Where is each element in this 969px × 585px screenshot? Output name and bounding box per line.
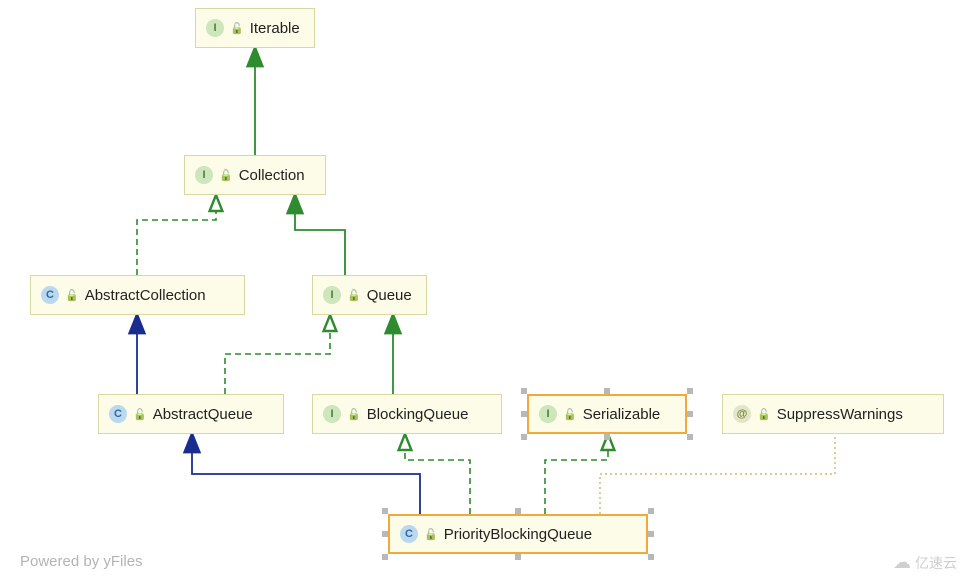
resize-handle[interactable]	[382, 554, 388, 560]
node-label: PriorityBlockingQueue	[444, 526, 592, 543]
node-collection[interactable]: I 🔓 Collection	[184, 155, 326, 195]
lock-icon: 🔓	[563, 408, 577, 421]
class-icon: C	[400, 525, 418, 543]
resize-handle[interactable]	[687, 411, 693, 417]
interface-icon: I	[195, 166, 213, 184]
node-label: AbstractQueue	[153, 406, 253, 423]
resize-handle[interactable]	[604, 434, 610, 440]
resize-handle[interactable]	[648, 554, 654, 560]
edge-queue-collection	[295, 195, 345, 275]
resize-handle[interactable]	[521, 434, 527, 440]
watermark-text: 亿速云	[915, 553, 957, 573]
powered-by-label: Powered by yFiles	[20, 553, 143, 570]
class-icon: C	[41, 286, 59, 304]
lock-icon: 🔓	[230, 22, 244, 35]
interface-icon: I	[206, 19, 224, 37]
node-queue[interactable]: I 🔓 Queue	[312, 275, 427, 315]
lock-icon: 🔓	[347, 408, 361, 421]
node-serializable[interactable]: I 🔓 Serializable	[527, 394, 687, 434]
node-abstractcollection[interactable]: C 🔓 AbstractCollection	[30, 275, 245, 315]
resize-handle[interactable]	[521, 411, 527, 417]
lock-icon: 🔓	[133, 408, 147, 421]
resize-handle[interactable]	[648, 531, 654, 537]
resize-handle[interactable]	[382, 508, 388, 514]
edge-abstractqueue-queue	[225, 315, 330, 394]
class-icon: C	[109, 405, 127, 423]
node-label: SuppressWarnings	[777, 406, 903, 423]
resize-handle[interactable]	[648, 508, 654, 514]
resize-handle[interactable]	[521, 388, 527, 394]
edge-abstractcollection-collection	[137, 195, 216, 275]
node-priorityblockingqueue[interactable]: C 🔓 PriorityBlockingQueue	[388, 514, 648, 554]
watermark: ☁ 亿速云	[893, 552, 957, 573]
annotation-icon: @	[733, 405, 751, 423]
interface-icon: I	[323, 286, 341, 304]
node-blockingqueue[interactable]: I 🔓 BlockingQueue	[312, 394, 502, 434]
cloud-icon: ☁	[893, 552, 911, 573]
node-label: BlockingQueue	[367, 406, 469, 423]
node-suppresswarnings[interactable]: @ 🔓 SuppressWarnings	[722, 394, 944, 434]
lock-icon: 🔓	[757, 408, 771, 421]
node-label: Queue	[367, 287, 412, 304]
node-label: Serializable	[583, 406, 661, 423]
resize-handle[interactable]	[687, 388, 693, 394]
node-iterable[interactable]: I 🔓 Iterable	[195, 8, 315, 48]
lock-icon: 🔓	[347, 289, 361, 302]
node-label: AbstractCollection	[85, 287, 206, 304]
lock-icon: 🔓	[65, 289, 79, 302]
resize-handle[interactable]	[515, 508, 521, 514]
resize-handle[interactable]	[515, 554, 521, 560]
node-label: Iterable	[250, 20, 300, 37]
edge-priorityblockingqueue-suppresswarnings	[600, 434, 835, 514]
lock-icon: 🔓	[424, 528, 438, 541]
interface-icon: I	[323, 405, 341, 423]
resize-handle[interactable]	[604, 388, 610, 394]
interface-icon: I	[539, 405, 557, 423]
class-diagram: I 🔓 Iterable I 🔓 Collection C 🔓 AbstractCollecti…	[0, 0, 969, 585]
node-abstractqueue[interactable]: C 🔓 AbstractQueue	[98, 394, 284, 434]
lock-icon: 🔓	[219, 169, 233, 182]
node-label: Collection	[239, 167, 305, 184]
resize-handle[interactable]	[687, 434, 693, 440]
edge-priorityblockingqueue-serializable	[545, 434, 608, 514]
resize-handle[interactable]	[382, 531, 388, 537]
edge-priorityblockingqueue-abstractqueue	[192, 434, 420, 514]
